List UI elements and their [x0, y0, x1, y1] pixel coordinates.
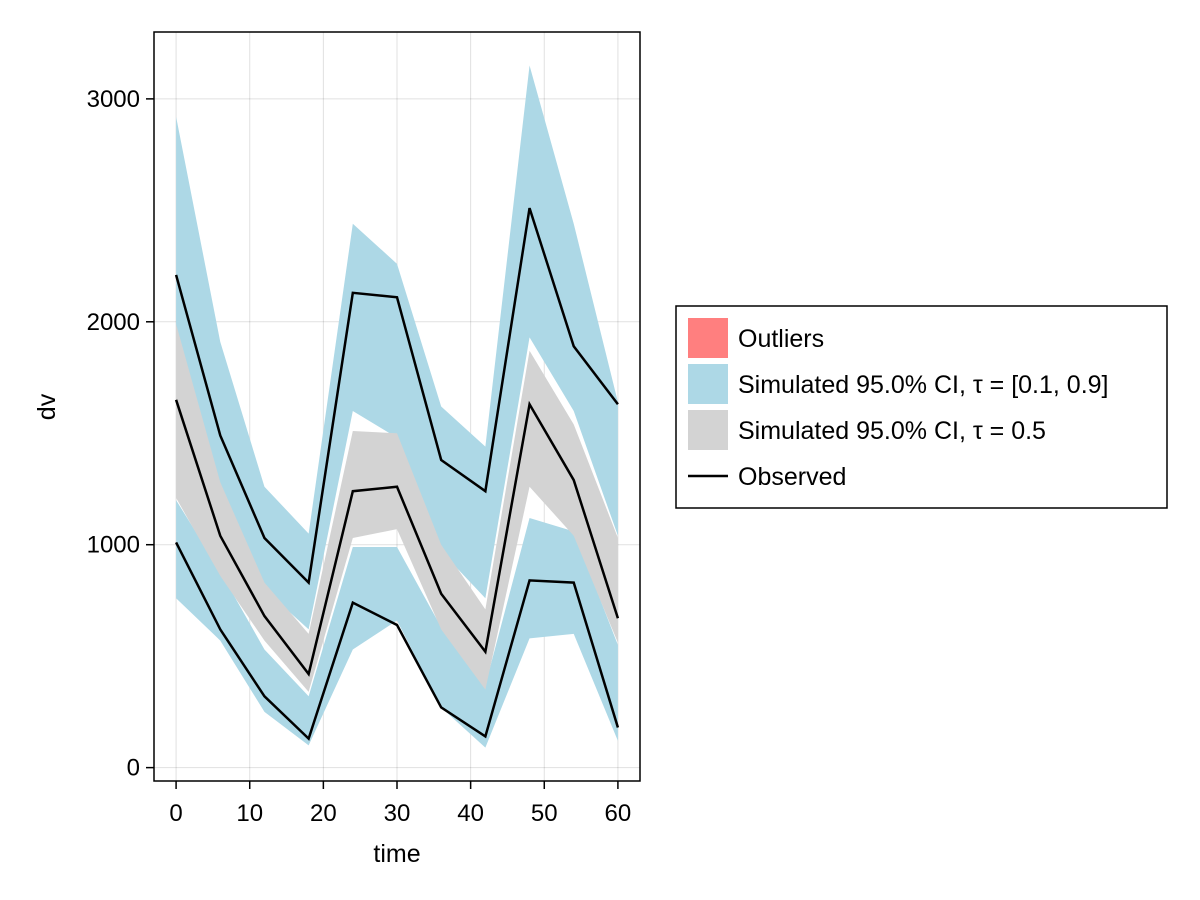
x-tick-label: 50: [531, 800, 558, 827]
legend-label: Simulated 95.0% CI, τ = [0.1, 0.9]: [738, 371, 1109, 399]
observed-line-median: [174, 399, 620, 677]
plot-area: 0 10 20 30 40 50 60 0 1000 2000 3000: [87, 31, 641, 827]
y-tick-label: 0: [127, 755, 140, 782]
legend-label: Observed: [738, 463, 846, 491]
x-tick-label: 40: [457, 800, 484, 827]
x-tick-label: 10: [236, 800, 263, 827]
y-axis-label: dv: [33, 393, 61, 420]
y-tick-label: 3000: [87, 86, 140, 113]
y-tick-label: 1000: [87, 532, 140, 559]
x-tick-label: 30: [384, 800, 411, 827]
legend-box: [675, 305, 1168, 509]
x-axis-label: time: [373, 840, 420, 868]
median-band: [176, 324, 618, 692]
observed-line-upper: [174, 207, 619, 586]
y-tick-label: 2000: [87, 309, 140, 336]
x-tick-label: 20: [310, 800, 337, 827]
x-tick-label: 0: [169, 800, 182, 827]
lower-quantile-band: [176, 500, 618, 748]
x-tick-label: 60: [605, 800, 632, 827]
legend-label: Simulated 95.0% CI, τ = 0.5: [738, 417, 1046, 445]
legend-swatch: [688, 410, 728, 450]
observed-line-lower: [174, 541, 620, 741]
legend-swatch: [688, 318, 728, 358]
legend: Outliers Simulated 95.0% CI, τ = [0.1, 0.…: [675, 305, 1168, 509]
legend-swatch: [688, 364, 728, 404]
legend-label: Outliers: [738, 325, 824, 353]
upper-quantile-band: [176, 65, 618, 630]
